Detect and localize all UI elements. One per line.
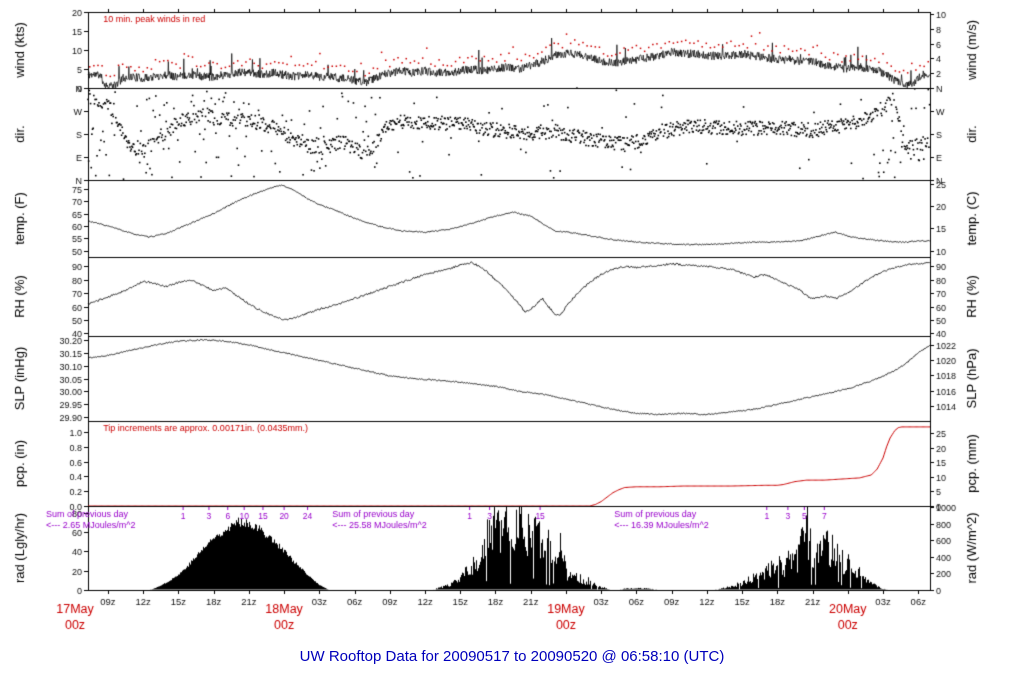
chart-title: UW Rooftop Data for 20090517 to 20090520… — [299, 648, 725, 665]
meteogram-canvas — [0, 0, 1024, 648]
